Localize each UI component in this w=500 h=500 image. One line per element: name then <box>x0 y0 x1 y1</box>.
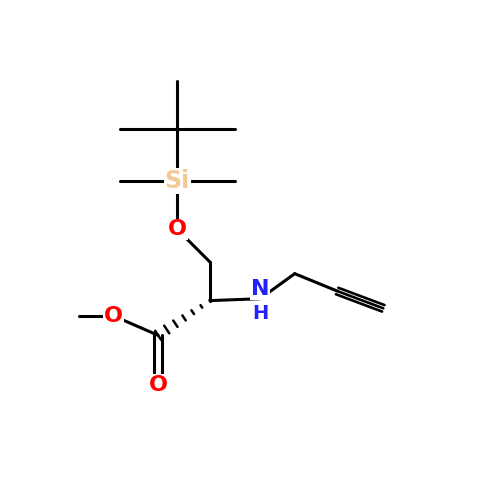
Text: O: O <box>104 306 124 326</box>
Text: N: N <box>251 279 270 299</box>
Text: O: O <box>148 376 168 396</box>
Text: O: O <box>168 220 187 240</box>
Text: H: H <box>252 304 268 323</box>
Text: Si: Si <box>164 170 190 194</box>
